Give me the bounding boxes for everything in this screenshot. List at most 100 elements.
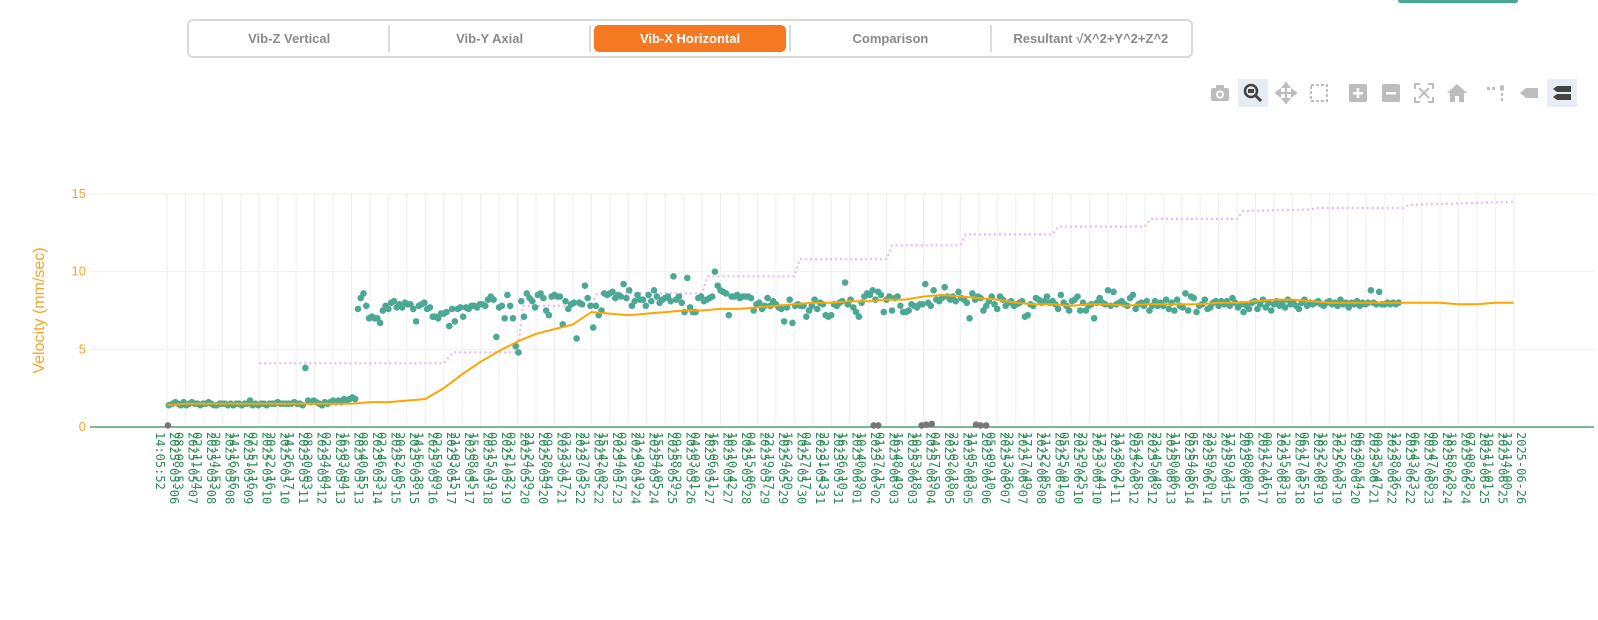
data-point[interactable] <box>631 297 639 305</box>
data-point[interactable] <box>351 395 359 403</box>
zero-data-point[interactable] <box>928 420 936 428</box>
data-point[interactable] <box>1226 302 1234 310</box>
data-point[interactable] <box>639 296 647 303</box>
data-point[interactable] <box>811 296 818 303</box>
data-point[interactable] <box>648 297 655 305</box>
autoscale-icon[interactable] <box>1409 79 1439 107</box>
data-point[interactable] <box>780 318 788 325</box>
data-point[interactable] <box>894 293 901 300</box>
zero-data-point[interactable] <box>922 421 930 428</box>
data-point[interactable] <box>589 324 597 331</box>
data-point[interactable] <box>445 322 453 330</box>
data-point[interactable] <box>678 299 686 307</box>
data-point[interactable] <box>517 297 525 305</box>
data-point[interactable] <box>952 297 960 305</box>
data-point[interactable] <box>1024 311 1031 319</box>
data-point[interactable] <box>360 290 367 297</box>
box-select-icon[interactable] <box>1304 79 1334 107</box>
data-point[interactable] <box>789 319 796 327</box>
data-point[interactable] <box>390 297 398 305</box>
data-point[interactable] <box>1171 307 1178 314</box>
data-point[interactable] <box>683 274 691 282</box>
zoom-icon[interactable] <box>1238 79 1268 107</box>
data-point[interactable] <box>421 299 428 307</box>
tab-vib-y-axial[interactable]: Vib-Y Axial <box>388 25 585 52</box>
data-point[interactable] <box>1065 307 1073 314</box>
data-point[interactable] <box>670 273 677 280</box>
data-point[interactable] <box>302 364 309 372</box>
data-point[interactable] <box>457 304 464 311</box>
data-point[interactable] <box>1193 308 1200 316</box>
data-point[interactable] <box>410 305 417 313</box>
data-point[interactable] <box>1245 305 1253 313</box>
data-point[interactable] <box>481 302 489 310</box>
data-point[interactable] <box>1190 294 1198 302</box>
data-point[interactable] <box>1182 290 1189 297</box>
data-point[interactable] <box>451 318 459 325</box>
data-point[interactable] <box>827 311 835 319</box>
data-point[interactable] <box>376 319 384 327</box>
data-point[interactable] <box>905 307 912 314</box>
tab-resultant[interactable]: Resultant √X^2+Y^2+Z^2 <box>989 25 1187 52</box>
data-point[interactable] <box>617 293 625 300</box>
data-point[interactable] <box>645 291 652 299</box>
data-point[interactable] <box>412 318 420 325</box>
data-point[interactable] <box>529 297 536 305</box>
data-point[interactable] <box>1267 307 1275 314</box>
data-point[interactable] <box>675 293 683 300</box>
data-point[interactable] <box>1367 287 1375 294</box>
data-point[interactable] <box>581 282 589 289</box>
data-point[interactable] <box>642 302 650 310</box>
data-point[interactable] <box>504 291 511 299</box>
data-point[interactable] <box>919 300 926 308</box>
data-point[interactable] <box>362 302 370 310</box>
data-point[interactable] <box>625 287 633 294</box>
pan-icon[interactable] <box>1271 79 1301 107</box>
data-point[interactable] <box>490 296 497 303</box>
data-point[interactable] <box>570 299 578 307</box>
data-point[interactable] <box>814 305 821 313</box>
data-point[interactable] <box>941 283 948 291</box>
data-point[interactable] <box>1375 288 1383 296</box>
zoom-out-icon[interactable] <box>1376 79 1406 107</box>
data-point[interactable] <box>443 308 450 316</box>
data-point[interactable] <box>708 293 716 300</box>
data-point[interactable] <box>1143 297 1150 305</box>
data-point[interactable] <box>1201 296 1209 303</box>
zero-data-point[interactable] <box>982 422 990 429</box>
data-point[interactable] <box>459 313 467 321</box>
data-point[interactable] <box>592 302 600 310</box>
data-point[interactable] <box>506 302 514 310</box>
data-point[interactable] <box>515 349 522 356</box>
data-point[interactable] <box>725 311 733 319</box>
data-point[interactable] <box>888 307 896 314</box>
data-point[interactable] <box>512 342 520 350</box>
data-point[interactable] <box>855 313 863 321</box>
spike-lines-icon[interactable] <box>1481 79 1511 107</box>
data-point[interactable] <box>1511 0 1519 4</box>
data-point[interactable] <box>747 294 755 302</box>
data-point[interactable] <box>877 291 885 299</box>
data-point[interactable] <box>1179 304 1186 311</box>
data-point[interactable] <box>653 293 661 300</box>
data-point[interactable] <box>802 313 810 321</box>
data-point[interactable] <box>927 302 935 310</box>
data-point[interactable] <box>448 305 456 313</box>
data-point[interactable] <box>969 290 976 297</box>
data-point[interactable] <box>930 287 937 294</box>
data-point[interactable] <box>786 296 793 303</box>
tab-vib-x-horizontal[interactable]: Vib-X Horizontal <box>588 25 787 52</box>
tab-comparison[interactable]: Comparison <box>789 25 986 52</box>
data-point[interactable] <box>509 314 517 322</box>
data-point[interactable] <box>650 287 658 294</box>
data-point[interactable] <box>354 305 362 313</box>
zero-data-point[interactable] <box>874 422 882 429</box>
data-point[interactable] <box>963 299 971 307</box>
data-point[interactable] <box>498 302 506 310</box>
data-point[interactable] <box>573 335 580 342</box>
data-point[interactable] <box>667 297 674 305</box>
data-point[interactable] <box>1184 307 1192 314</box>
camera-icon[interactable] <box>1205 79 1235 107</box>
data-point[interactable] <box>966 314 973 322</box>
data-point[interactable] <box>778 305 785 313</box>
